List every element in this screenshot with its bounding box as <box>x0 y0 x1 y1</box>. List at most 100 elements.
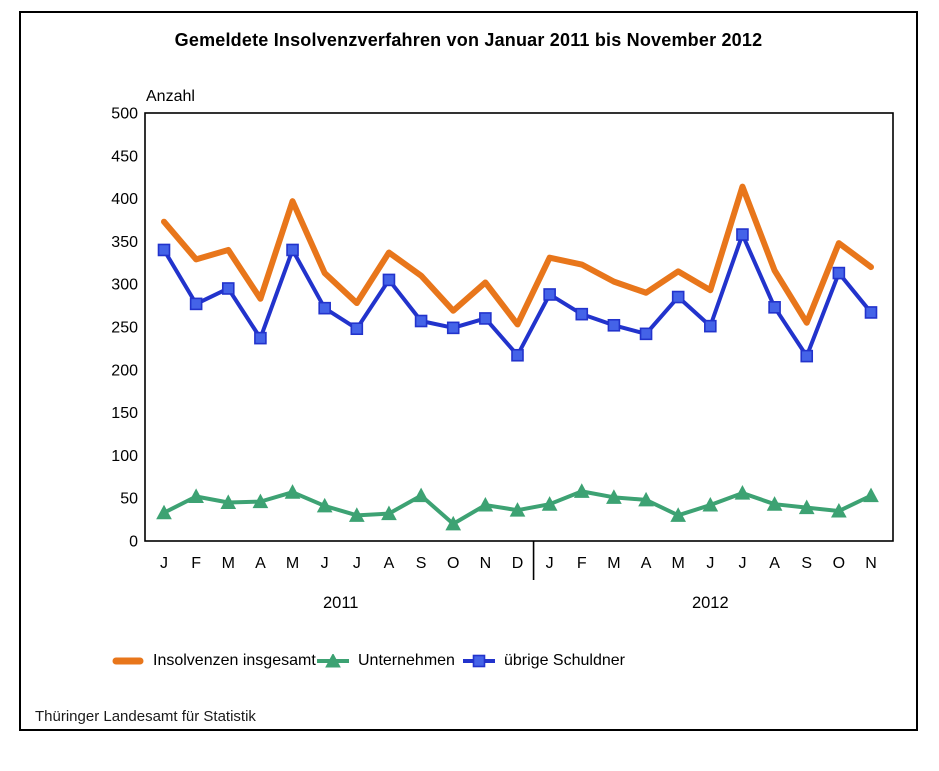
data-point-triangle <box>445 515 462 531</box>
data-point-triangle <box>316 497 333 513</box>
year-label: 2011 <box>323 594 358 612</box>
data-point-triangle <box>252 493 269 509</box>
data-point-square <box>639 327 653 341</box>
data-point-triangle <box>573 483 590 498</box>
data-point-square <box>479 312 492 325</box>
data-point-triangle <box>284 484 301 499</box>
x-tick-label: M <box>672 555 685 572</box>
data-point-triangle <box>638 491 654 507</box>
y-tick-label: 250 <box>111 320 138 337</box>
data-point-square <box>575 307 589 321</box>
x-tick-label: A <box>641 555 652 572</box>
x-tick-label: J <box>546 555 554 572</box>
x-tick-label: D <box>512 555 524 572</box>
x-tick-label: J <box>321 555 329 572</box>
x-tick-label: O <box>447 555 459 572</box>
y-tick-label: 400 <box>111 191 138 208</box>
x-tick-label: F <box>191 555 201 572</box>
data-point-square <box>671 290 685 304</box>
data-point-triangle <box>156 504 172 520</box>
x-tick-label: A <box>384 555 395 572</box>
source-attribution: Thüringer Landesamt für Statistik <box>35 708 256 725</box>
data-point-triangle <box>541 496 558 511</box>
data-point-square <box>157 243 171 257</box>
legend-swatch-triangle-line <box>317 654 349 668</box>
data-point-square <box>446 321 460 335</box>
x-tick-label: J <box>353 555 361 572</box>
data-point-triangle <box>381 505 397 521</box>
data-point-square <box>382 273 396 287</box>
x-tick-label: S <box>416 555 427 572</box>
x-tick-label: O <box>833 555 845 572</box>
data-point-triangle <box>188 488 204 503</box>
x-tick-label: S <box>801 555 812 572</box>
x-tick-label: M <box>607 555 620 572</box>
data-point-square <box>864 306 878 319</box>
x-tick-label: N <box>480 555 492 572</box>
data-point-triangle <box>606 489 622 504</box>
data-point-triangle <box>220 494 237 509</box>
data-point-square <box>414 314 428 328</box>
x-tick-label: J <box>738 555 746 572</box>
year-label: 2012 <box>692 594 729 612</box>
data-point-triangle <box>734 485 751 500</box>
y-tick-label: 350 <box>111 234 138 251</box>
y-tick-label: 100 <box>111 448 138 465</box>
plot-border <box>144 112 894 542</box>
legend-swatch-total-line <box>112 657 144 665</box>
data-point-square <box>221 282 235 295</box>
x-tick-label: J <box>160 555 168 572</box>
legend-label-total: Insolvenzen insgesamt <box>153 652 316 669</box>
data-point-triangle <box>831 502 847 518</box>
data-point-square <box>543 288 556 301</box>
data-point-square <box>704 319 717 333</box>
data-point-square <box>607 318 621 332</box>
y-tick-label: 150 <box>111 405 138 422</box>
y-axis-unit-label: Anzahl <box>146 88 195 105</box>
legend-item-insolvenzen-insgesamt: Insolvenzen insgesamt <box>112 651 316 671</box>
chart-title: Gemeldete Insolvenzverfahren von Januar … <box>174 30 763 50</box>
legend-swatch-shape <box>472 654 486 668</box>
data-point-triangle <box>702 496 719 512</box>
x-tick-label: M <box>286 555 299 572</box>
x-tick-label: M <box>222 555 235 572</box>
data-point-triangle <box>348 507 365 522</box>
legend-swatch-square-line <box>463 654 495 668</box>
legend-swatch-shape <box>325 654 341 668</box>
y-tick-label: 450 <box>111 148 138 165</box>
data-point-square <box>832 266 846 280</box>
x-tick-label: J <box>706 555 714 572</box>
data-point-square <box>318 301 331 315</box>
x-tick-label: A <box>769 555 780 572</box>
y-tick-label: 50 <box>120 491 138 508</box>
x-tick-label: N <box>865 555 877 572</box>
data-point-triangle <box>509 502 526 517</box>
data-point-square <box>768 301 781 314</box>
x-tick-label: F <box>577 555 587 572</box>
legend-item-unternehmen: Unternehmen <box>317 651 455 671</box>
data-point-triangle <box>413 487 429 503</box>
y-tick-label: 300 <box>111 277 138 294</box>
y-tick-label: 200 <box>111 362 138 379</box>
data-point-triangle <box>766 496 783 511</box>
series-line-insgesamt <box>161 183 874 328</box>
data-point-triangle <box>798 499 815 515</box>
data-point-square <box>189 297 203 311</box>
data-point-triangle <box>670 507 687 522</box>
outer-border <box>19 11 918 731</box>
y-tick-label: 0 <box>129 534 138 551</box>
data-point-square <box>511 348 524 362</box>
data-point-square <box>254 331 267 345</box>
legend-label-uebrige: übrige Schuldner <box>504 652 625 669</box>
x-tick-label: A <box>255 555 266 572</box>
legend-item-uebrige-schuldner: übrige Schuldner <box>463 651 625 671</box>
y-tick-label: 500 <box>111 106 138 123</box>
data-point-square <box>286 243 299 257</box>
data-point-triangle <box>863 487 879 503</box>
data-point-square <box>800 349 814 363</box>
legend-label-unternehmen: Unternehmen <box>358 652 455 669</box>
data-point-square <box>350 322 364 336</box>
data-point-square <box>736 228 749 241</box>
